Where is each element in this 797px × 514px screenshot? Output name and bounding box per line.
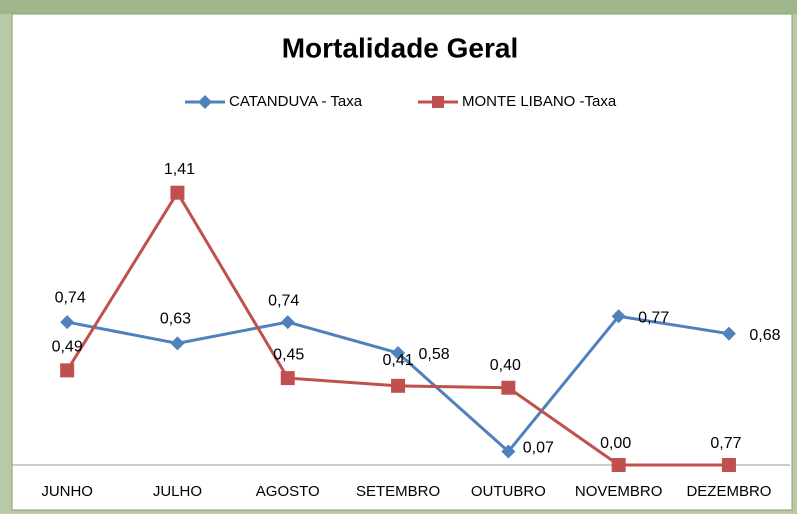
legend-marker bbox=[198, 95, 212, 109]
data-label: 0,45 bbox=[273, 346, 304, 363]
marker bbox=[501, 380, 516, 395]
marker bbox=[391, 345, 406, 360]
marker bbox=[611, 309, 626, 324]
x-tick-label: AGOSTO bbox=[256, 483, 320, 500]
chart-title: Mortalidade Geral bbox=[282, 32, 519, 63]
data-label: 0,49 bbox=[52, 339, 83, 356]
marker bbox=[170, 185, 185, 200]
x-tick-label: OUTUBRO bbox=[471, 483, 546, 500]
x-tick-label: JUNHO bbox=[41, 483, 93, 500]
x-tick-label: DEZEMBRO bbox=[686, 483, 771, 500]
x-tick-label: SETEMBRO bbox=[356, 483, 440, 500]
legend-label: CATANDUVA - Taxa bbox=[229, 93, 363, 110]
marker bbox=[60, 315, 75, 330]
marker bbox=[280, 371, 295, 386]
x-tick-label: JULHO bbox=[153, 483, 202, 500]
top-strip bbox=[0, 0, 797, 14]
marker bbox=[611, 458, 626, 472]
data-label: 0,77 bbox=[638, 310, 669, 327]
data-label: 0,68 bbox=[749, 327, 780, 344]
data-label: 0,07 bbox=[523, 440, 554, 457]
marker bbox=[501, 444, 516, 459]
data-label: 0,63 bbox=[160, 311, 191, 328]
marker bbox=[391, 378, 406, 393]
chart-area bbox=[11, 13, 793, 511]
marker bbox=[721, 458, 736, 472]
data-label: 0,40 bbox=[490, 357, 521, 374]
marker bbox=[60, 363, 75, 378]
marker bbox=[721, 326, 736, 341]
data-label: 0,58 bbox=[418, 346, 449, 363]
data-label: 0,00 bbox=[600, 435, 631, 452]
marker bbox=[280, 315, 295, 330]
legend-label: MONTE LIBANO -Taxa bbox=[462, 93, 617, 110]
data-label: 0,41 bbox=[382, 352, 413, 369]
data-label: 0,74 bbox=[55, 289, 86, 306]
data-label: 1,41 bbox=[164, 161, 195, 178]
legend-marker bbox=[432, 96, 444, 108]
marker bbox=[170, 336, 185, 351]
x-tick-label: NOVEMBRO bbox=[575, 483, 663, 500]
annotation: 0,77 bbox=[710, 435, 741, 452]
data-label: 0,74 bbox=[268, 292, 299, 309]
